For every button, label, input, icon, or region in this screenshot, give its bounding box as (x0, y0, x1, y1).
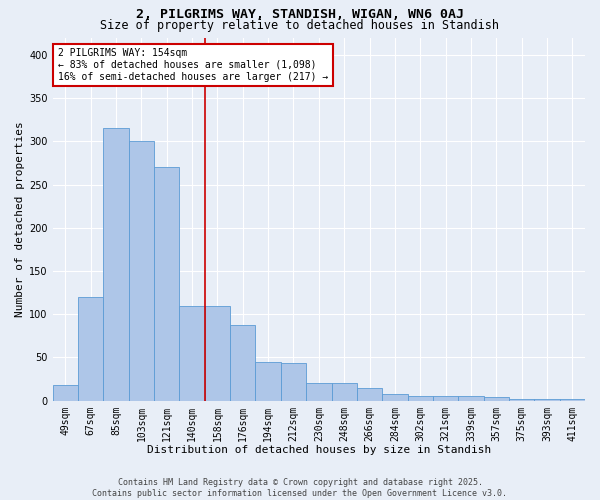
X-axis label: Distribution of detached houses by size in Standish: Distribution of detached houses by size … (147, 445, 491, 455)
Bar (154, 167, 179, 400)
Y-axis label: Number of detached properties: Number of detached properties (15, 121, 25, 317)
Bar (53, 385, 78, 400)
Bar (332, 384, 357, 400)
Bar (230, 324, 256, 400)
Bar (458, 396, 484, 400)
Bar (382, 394, 407, 400)
Bar (433, 396, 458, 400)
Bar (560, 399, 585, 400)
Bar (535, 399, 560, 400)
Bar (509, 399, 535, 400)
Text: 2 PILGRIMS WAY: 154sqm
← 83% of detached houses are smaller (1,098)
16% of semi-: 2 PILGRIMS WAY: 154sqm ← 83% of detached… (58, 48, 328, 82)
Bar (256, 362, 281, 401)
Bar (103, 128, 129, 400)
Bar (407, 396, 433, 400)
Text: 2, PILGRIMS WAY, STANDISH, WIGAN, WN6 0AJ: 2, PILGRIMS WAY, STANDISH, WIGAN, WN6 0A… (136, 8, 464, 20)
Bar (357, 388, 382, 400)
Text: Size of property relative to detached houses in Standish: Size of property relative to detached ho… (101, 18, 499, 32)
Text: Contains HM Land Registry data © Crown copyright and database right 2025.
Contai: Contains HM Land Registry data © Crown c… (92, 478, 508, 498)
Bar (205, 306, 230, 400)
Bar (306, 384, 332, 400)
Bar (129, 142, 154, 400)
Bar (179, 306, 205, 400)
Bar (484, 398, 509, 400)
Bar (78, 297, 103, 401)
Bar (281, 362, 306, 401)
